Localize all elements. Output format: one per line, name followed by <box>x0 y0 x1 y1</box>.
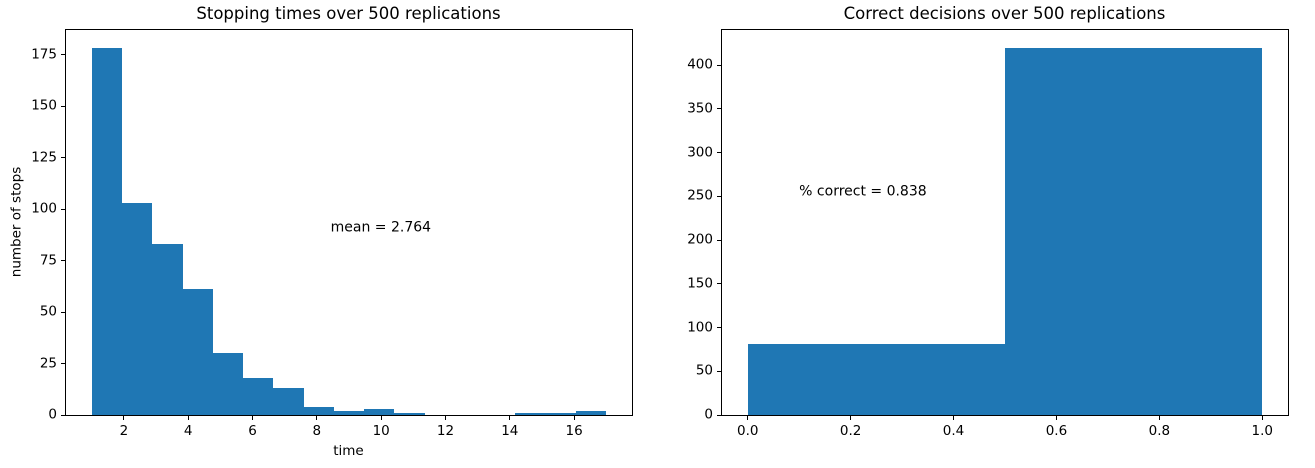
left-plot-title: Stopping times over 500 replications <box>196 4 501 23</box>
x-tick-mark <box>850 416 852 420</box>
y-tick-mark <box>717 108 721 110</box>
y-tick-mark <box>61 363 65 364</box>
y-tick-mark <box>717 283 721 285</box>
histogram-bar <box>364 408 395 415</box>
histogram-bar <box>1005 48 1263 415</box>
y-tick-label: 100 <box>31 200 57 217</box>
left-plot-axes: 2 4 6 8 10 12 14 16 0 25 50 75 100 125 150 175 mean = 2.… <box>31 29 633 439</box>
right-plot-title: Correct decisions over 500 replications <box>843 4 1166 23</box>
histogram-bar <box>515 412 546 415</box>
y-tick-label: 125 <box>31 149 57 165</box>
y-tick-mark <box>717 195 721 197</box>
annotation-text: % correct = 0.838 <box>799 183 927 200</box>
y-tick-label: 200 <box>687 231 713 248</box>
y-tick-mark <box>717 370 721 372</box>
x-tick-label: 0.4 <box>942 423 965 439</box>
y-tick-label: 100 <box>687 319 713 335</box>
y-tick-label: 150 <box>31 97 57 114</box>
y-tick-mark <box>61 208 65 210</box>
histogram-bar <box>273 388 304 415</box>
x-tick-mark <box>123 416 125 420</box>
histogram-bar <box>121 202 153 415</box>
y-tick-label: 175 <box>31 46 57 62</box>
y-tick-mark <box>717 414 721 416</box>
histogram-bar <box>333 410 365 415</box>
y-tick-label: 25 <box>39 355 57 371</box>
y-tick-mark <box>61 311 65 313</box>
y-tick-label: 50 <box>39 303 57 320</box>
y-tick-mark <box>61 54 65 55</box>
x-tick-label: 12 <box>436 423 455 439</box>
y-tick-mark <box>717 64 721 66</box>
x-tick-mark <box>953 416 955 420</box>
x-tick-label: 10 <box>372 423 390 439</box>
right-plot-axes: 0.0 0.2 0.4 0.6 0.8 1.0 0 50 100 150 200 250 300 350 4… <box>687 29 1289 439</box>
x-tick-mark <box>1261 416 1263 420</box>
x-tick-mark <box>444 416 446 420</box>
annotation-text: mean = 2.764 <box>330 219 432 236</box>
x-tick-label: 0.6 <box>1045 423 1068 439</box>
histogram-bar <box>747 344 1005 415</box>
y-tick-label: 0 <box>48 406 57 423</box>
x-tick-mark <box>187 416 189 420</box>
y-tick-label: 250 <box>687 187 713 204</box>
y-tick-mark <box>61 157 65 158</box>
left-plot-ylabel: number of stops <box>8 166 25 278</box>
y-tick-mark <box>61 260 65 261</box>
y-tick-mark <box>717 327 721 328</box>
histogram-bar <box>152 244 183 415</box>
x-tick-label: 16 <box>565 423 583 439</box>
y-tick-mark <box>717 152 721 153</box>
x-tick-mark <box>316 416 318 420</box>
x-tick-label: 1.0 <box>1251 423 1274 439</box>
histogram-bar <box>182 289 213 415</box>
x-tick-label: 6 <box>248 423 257 439</box>
x-tick-label: 0.2 <box>839 423 862 439</box>
x-tick-mark <box>1158 416 1160 420</box>
y-tick-label: 50 <box>695 362 713 379</box>
histogram-bar <box>243 377 274 415</box>
y-tick-mark <box>61 414 65 416</box>
y-tick-label: 400 <box>687 56 713 73</box>
x-tick-label: 14 <box>501 423 519 439</box>
histogram-bar <box>394 412 425 415</box>
x-tick-mark <box>509 416 511 420</box>
x-tick-mark <box>573 416 575 420</box>
histogram-bar <box>576 410 607 415</box>
y-tick-label: 75 <box>39 252 57 268</box>
histogram-bar <box>303 406 334 415</box>
x-tick-mark <box>1055 416 1057 420</box>
x-tick-label: 2 <box>119 423 129 439</box>
x-tick-label: 8 <box>312 423 322 439</box>
histogram-bar <box>212 353 244 415</box>
x-tick-mark <box>747 416 749 420</box>
x-tick-label: 4 <box>183 423 193 439</box>
y-tick-label: 300 <box>687 144 713 160</box>
y-tick-mark <box>717 239 721 241</box>
histogram-bar <box>545 412 576 415</box>
y-tick-mark <box>61 105 65 107</box>
y-tick-label: 150 <box>687 275 713 292</box>
y-tick-label: 0 <box>704 406 713 423</box>
x-tick-mark <box>380 416 382 420</box>
y-tick-label: 350 <box>687 100 713 117</box>
x-tick-mark <box>252 416 254 420</box>
left-plot-xlabel: time <box>333 443 364 459</box>
x-tick-label: 0.8 <box>1148 423 1171 439</box>
histogram-bar <box>91 48 122 415</box>
x-tick-label: 0.0 <box>736 423 759 439</box>
